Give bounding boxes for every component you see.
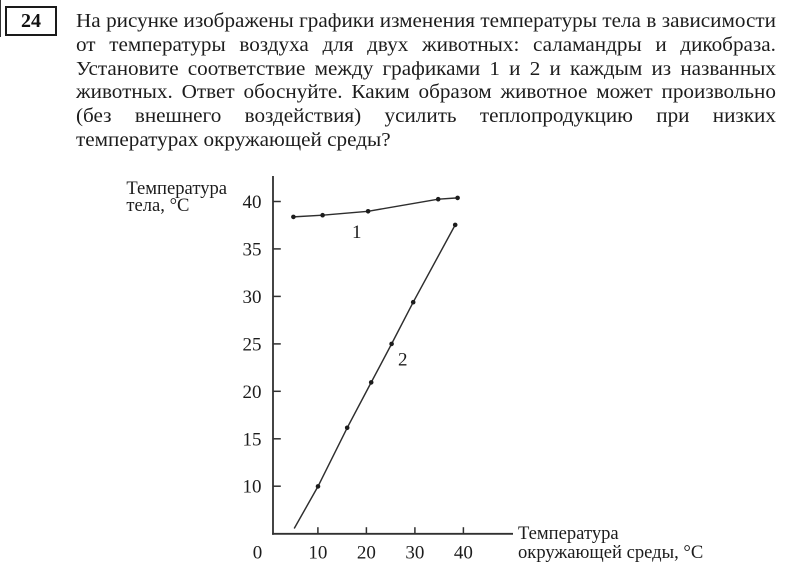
svg-text:30: 30 xyxy=(405,542,424,563)
svg-text:Температура: Температура xyxy=(518,523,619,544)
svg-text:тела, °C: тела, °C xyxy=(126,195,189,216)
svg-text:окружающей среды, °C: окружающей среды, °C xyxy=(518,542,703,563)
svg-text:10: 10 xyxy=(308,542,327,563)
svg-text:2: 2 xyxy=(398,349,408,370)
svg-text:25: 25 xyxy=(243,334,262,355)
svg-text:20: 20 xyxy=(357,542,376,563)
svg-text:15: 15 xyxy=(243,429,262,450)
svg-text:Температура: Температура xyxy=(126,178,227,199)
svg-text:0: 0 xyxy=(253,542,263,563)
svg-text:30: 30 xyxy=(243,287,262,308)
svg-text:40: 40 xyxy=(454,542,473,563)
svg-text:40: 40 xyxy=(243,192,262,213)
svg-text:1: 1 xyxy=(352,222,362,243)
svg-text:35: 35 xyxy=(243,239,262,260)
svg-text:10: 10 xyxy=(243,477,262,498)
svg-text:20: 20 xyxy=(243,382,262,403)
